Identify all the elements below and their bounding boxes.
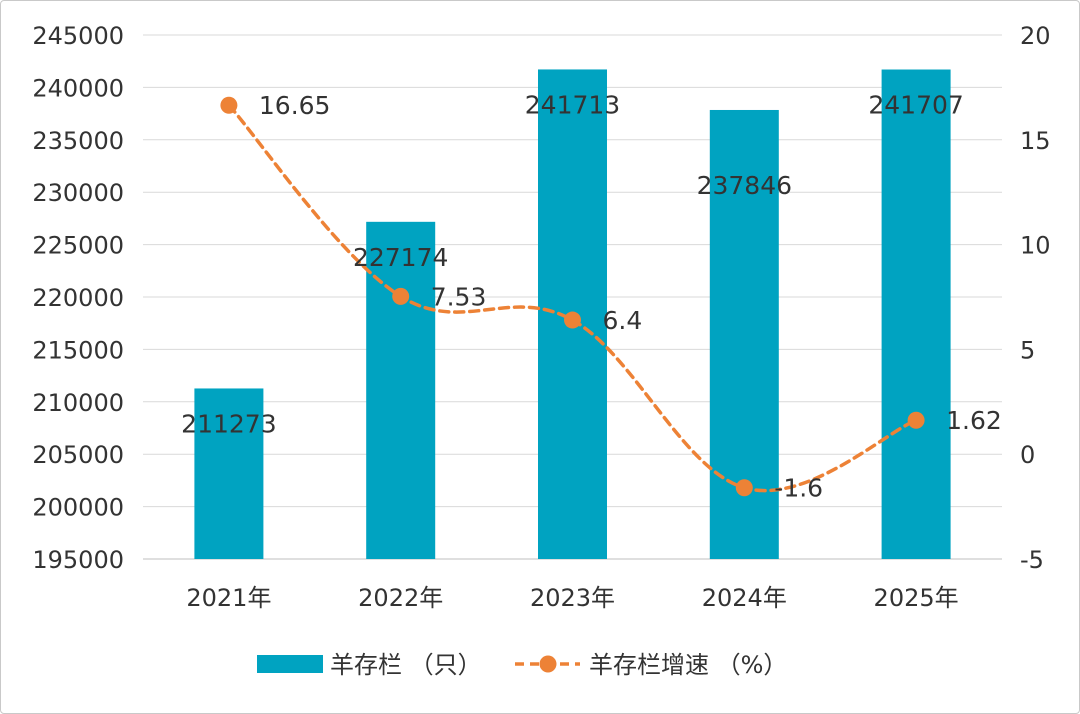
bar-value-label: 241707: [868, 91, 963, 120]
y-right-tick-label: -5: [1020, 546, 1044, 574]
bar-data-labels: 211273 227174 241713 237846 241707: [181, 90, 964, 438]
line-value-label: 16.65: [259, 91, 331, 120]
y-right-tick-label: 20: [1020, 22, 1051, 50]
y-left-tick-label: 210000: [32, 389, 124, 417]
right-axis-ticks: -5 0 5 10 15 20: [1020, 22, 1051, 574]
y-left-tick-label: 220000: [32, 284, 124, 312]
y-left-tick-label: 235000: [32, 127, 124, 155]
x-tick-label: 2025年: [874, 584, 959, 612]
y-left-tick-label: 195000: [32, 546, 124, 574]
y-left-tick-label: 215000: [32, 336, 124, 364]
y-right-tick-label: 10: [1020, 232, 1051, 260]
bar: [366, 221, 436, 560]
y-left-tick-label: 205000: [32, 441, 124, 469]
bar: [194, 388, 264, 559]
line-point: [392, 287, 410, 305]
y-left-tick-label: 200000: [32, 494, 124, 522]
line-value-label: 1.62: [946, 406, 1002, 435]
x-tick-label: 2024年: [702, 584, 787, 612]
y-left-tick-label: 230000: [32, 179, 124, 207]
bar-value-label: 237846: [697, 171, 792, 200]
legend-bar-label: 羊存栏 （只）: [330, 651, 482, 679]
legend-line-marker: [539, 655, 557, 673]
y-right-tick-label: 15: [1020, 127, 1051, 155]
line-point: [907, 411, 925, 429]
x-axis-ticks: 2021年 2022年 2023年 2024年 2025年: [186, 584, 958, 612]
line-data-labels: 16.65 7.53 6.4 -1.6 1.62: [259, 91, 1002, 503]
x-tick-label: 2021年: [186, 584, 271, 612]
bar: [881, 69, 951, 559]
line-value-label: -1.6: [774, 474, 823, 503]
bar-value-label: 211273: [181, 409, 276, 438]
bar-value-label: 241713: [525, 90, 620, 119]
line-point: [564, 311, 581, 329]
legend-line-label: 羊存栏增速 （%）: [589, 651, 787, 679]
legend: 羊存栏 （只） 羊存栏增速 （%）: [257, 651, 787, 679]
left-axis-ticks: 195000 200000 205000 210000 215000 220000 2250…: [32, 22, 124, 574]
x-tick-label: 2023年: [530, 584, 615, 612]
x-tick-label: 2022年: [358, 584, 443, 612]
legend-bar-swatch: [257, 655, 323, 673]
line-point: [220, 96, 238, 114]
line-value-label: 7.53: [431, 282, 487, 311]
y-left-tick-label: 240000: [32, 74, 124, 102]
y-right-tick-label: 5: [1020, 336, 1035, 364]
line-value-label: 6.4: [603, 306, 643, 335]
line-point: [735, 479, 753, 497]
bar-value-label: 227174: [353, 243, 448, 272]
y-right-tick-label: 0: [1020, 441, 1035, 469]
line-series: [220, 96, 925, 497]
y-left-tick-label: 225000: [32, 232, 124, 260]
y-left-tick-label: 245000: [32, 22, 124, 50]
